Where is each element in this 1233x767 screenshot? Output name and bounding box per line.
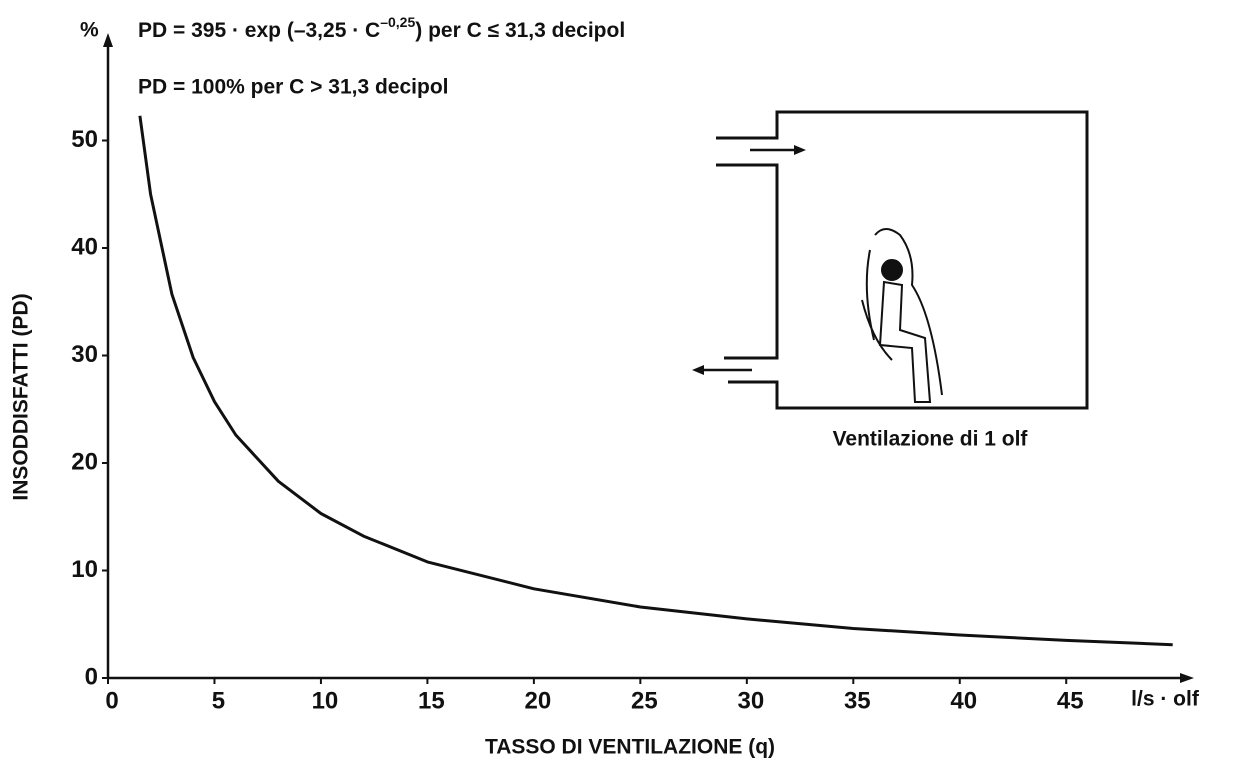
x-tick-label: 25 (631, 687, 658, 714)
y-tick-label: 20 (71, 448, 98, 475)
x-unit: l/s · olf (1131, 688, 1200, 711)
y-tick-label: 0 (85, 663, 98, 690)
formula-2: PD = 100% per C > 31,3 decipol (138, 76, 448, 99)
y-tick-label: 10 (71, 556, 98, 583)
data-line (140, 116, 1173, 645)
chart: PD = 395 · exp (–3,25 · C–0,25) per C ≤ … (0, 0, 1233, 767)
formula-tail: ) per C ≤ 31,3 decipol (415, 19, 625, 42)
formula: PD = 395 · exp (–3,25 · C–0,25) per C ≤ … (138, 14, 625, 42)
x-tick-label: 40 (950, 687, 977, 714)
x-tick-label: 15 (418, 687, 445, 714)
x-tick-label: 20 (525, 687, 552, 714)
y-tick-label: 50 (71, 126, 98, 153)
x-tick-label: 5 (212, 687, 225, 714)
inlet-arrow-head (794, 145, 806, 155)
x-tick-label: 35 (844, 687, 871, 714)
outlet-arrow-head (692, 365, 704, 375)
inset-diagram: Ventilazione di 1 olf (692, 112, 1087, 451)
y-axis-title: INSODDISFATTI (PD) (10, 293, 33, 500)
x-tick-label: 10 (312, 687, 339, 714)
inset-label: Ventilazione di 1 olf (833, 428, 1029, 451)
room-outline (716, 165, 777, 358)
x-tick-label: 30 (737, 687, 764, 714)
formula-exponent: –0,25 (380, 14, 415, 30)
y-axis-arrow (103, 33, 113, 47)
x-tick-label: 45 (1057, 687, 1084, 714)
x-axis-title: TASSO DI VENTILAZIONE (q) (485, 736, 775, 759)
room-outline (716, 112, 1087, 408)
y-tick-label: 30 (71, 341, 98, 368)
x-axis-arrow (1180, 673, 1194, 683)
formula-main: PD = 395 · exp (–3,25 · C (138, 19, 380, 42)
y-unit: % (80, 19, 99, 42)
y-tick-label: 40 (71, 233, 98, 260)
person (862, 229, 942, 402)
x-tick-label: 0 (105, 687, 118, 714)
